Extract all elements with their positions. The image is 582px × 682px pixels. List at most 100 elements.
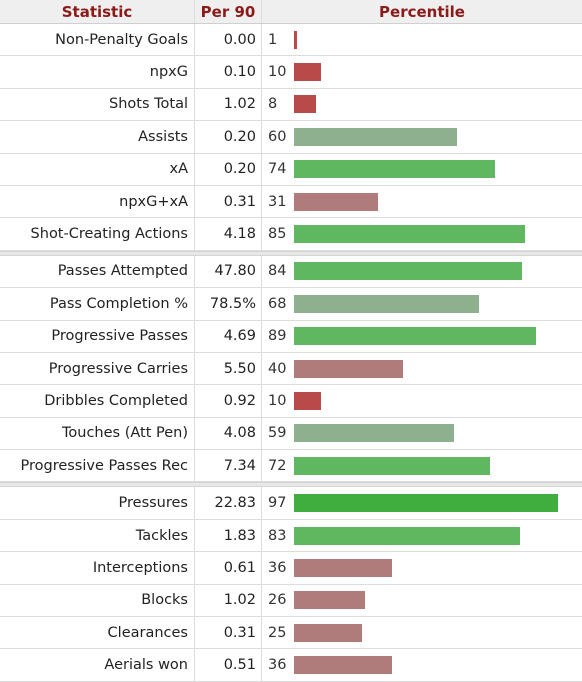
percentile-bar-track	[294, 456, 582, 475]
per90-value: 22.83	[195, 487, 262, 519]
stat-label: xA	[0, 153, 195, 185]
stat-label: Touches (Att Pen)	[0, 417, 195, 450]
percentile-cell: 84	[262, 256, 582, 287]
stat-label: Non-Penalty Goals	[0, 24, 195, 56]
percentile-cell: 8	[262, 89, 582, 120]
percentile-cell: 36	[262, 649, 582, 680]
table-row: Interceptions 0.61 36	[0, 552, 582, 585]
percentile-value: 89	[268, 328, 287, 345]
table-row: Aerials won 0.51 36	[0, 649, 582, 682]
percentile-value: 40	[268, 360, 287, 377]
percentile-cell: 89	[262, 321, 582, 352]
percentile-bar	[294, 127, 457, 146]
group-separator	[0, 482, 582, 488]
percentile-value: 10	[268, 392, 287, 409]
percentile-bar-track	[294, 160, 582, 179]
table-row: Progressive Passes Rec 7.34 72	[0, 450, 582, 483]
percentile-bar	[294, 294, 479, 313]
per90-value: 0.20	[195, 121, 262, 153]
percentile-bar	[294, 456, 490, 475]
percentile-cell: 74	[262, 154, 582, 185]
percentile-bar-track	[294, 225, 582, 244]
percentile-bar	[294, 558, 392, 577]
percentile-bar	[294, 225, 525, 244]
table-row: Shot-Creating Actions 4.18 85	[0, 218, 582, 251]
table-row: npxG 0.10 10	[0, 56, 582, 89]
table-row: Dribbles Completed 0.92 10	[0, 385, 582, 418]
table-row: Clearances 0.31 25	[0, 617, 582, 650]
percentile-bar	[294, 359, 403, 378]
percentile-value: 74	[268, 161, 287, 178]
per90-value: 1.83	[195, 519, 262, 552]
per90-value: 0.31	[195, 185, 262, 218]
percentile-cell: 10	[262, 385, 582, 416]
table-row: xA 0.20 74	[0, 153, 582, 186]
percentile-bar-track	[294, 262, 582, 281]
percentile-cell: 10	[262, 56, 582, 87]
percentile-bar-track	[294, 494, 582, 513]
percentile-bar-track	[294, 558, 582, 577]
stat-label: Interceptions	[0, 552, 195, 584]
percentile-value: 1	[268, 31, 278, 48]
per90-value: 4.18	[195, 218, 262, 250]
stat-label: Progressive Carries	[0, 352, 195, 385]
table-body: Non-Penalty Goals 0.00 1 npxG 0.10 10 Shots To…	[0, 24, 582, 682]
stat-label: Progressive Passes Rec	[0, 450, 195, 482]
stat-label: Shots Total	[0, 88, 195, 121]
percentile-bar-track	[294, 623, 582, 642]
per90-value: 0.51	[195, 649, 262, 681]
table-row: npxG+xA 0.31 31	[0, 185, 582, 219]
per90-value: 0.10	[195, 56, 262, 88]
per90-value: 47.80	[195, 255, 262, 288]
per90-value: 4.69	[195, 320, 262, 352]
stat-label: npxG	[0, 56, 195, 88]
stat-label: Aerials won	[0, 649, 195, 681]
percentile-value: 31	[268, 193, 287, 210]
header-statistic[interactable]: Statistic	[0, 0, 195, 23]
stat-label: Passes Attempted	[0, 255, 195, 288]
stat-label: Tackles	[0, 519, 195, 552]
percentile-value: 83	[268, 527, 287, 544]
stat-label: Progressive Passes	[0, 320, 195, 352]
percentile-bar	[294, 192, 378, 211]
percentile-cell: 59	[262, 418, 582, 449]
percentile-bar	[294, 95, 316, 114]
percentile-cell: 26	[262, 585, 582, 616]
percentile-bar	[294, 262, 522, 281]
percentile-value: 85	[268, 226, 287, 243]
percentile-bar-track	[294, 391, 582, 410]
percentile-cell: 1	[262, 24, 582, 55]
per90-value: 78.5%	[195, 288, 262, 320]
percentile-cell: 31	[262, 186, 582, 217]
per90-value: 4.08	[195, 417, 262, 450]
percentile-value: 8	[268, 96, 278, 113]
percentile-bar-track	[294, 656, 582, 675]
percentile-bar-track	[294, 424, 582, 443]
percentile-cell: 25	[262, 617, 582, 648]
stat-label: npxG+xA	[0, 185, 195, 218]
percentile-bar-track	[294, 591, 582, 610]
percentile-value: 84	[268, 263, 287, 280]
table-header: Statistic Per 90 Percentile	[0, 0, 582, 24]
percentile-bar	[294, 526, 520, 545]
percentile-bar	[294, 327, 536, 346]
per90-value: 0.20	[195, 153, 262, 185]
percentile-bar	[294, 494, 558, 513]
percentile-value: 10	[268, 64, 287, 81]
percentile-bar-track	[294, 192, 582, 211]
percentile-cell: 60	[262, 121, 582, 152]
percentile-cell: 36	[262, 552, 582, 583]
percentile-bar-track	[294, 526, 582, 545]
header-per90[interactable]: Per 90	[195, 0, 262, 23]
percentile-bar	[294, 424, 454, 443]
table-row: Blocks 1.02 26	[0, 584, 582, 618]
percentile-cell: 85	[262, 218, 582, 249]
per90-value: 1.02	[195, 88, 262, 121]
header-percentile[interactable]: Percentile	[379, 2, 465, 21]
percentile-bar	[294, 656, 392, 675]
per90-value: 7.34	[195, 450, 262, 482]
table-row: Assists 0.20 60	[0, 121, 582, 154]
percentile-cell: 97	[262, 487, 582, 518]
percentile-value: 72	[268, 457, 287, 474]
percentile-cell: 72	[262, 450, 582, 481]
